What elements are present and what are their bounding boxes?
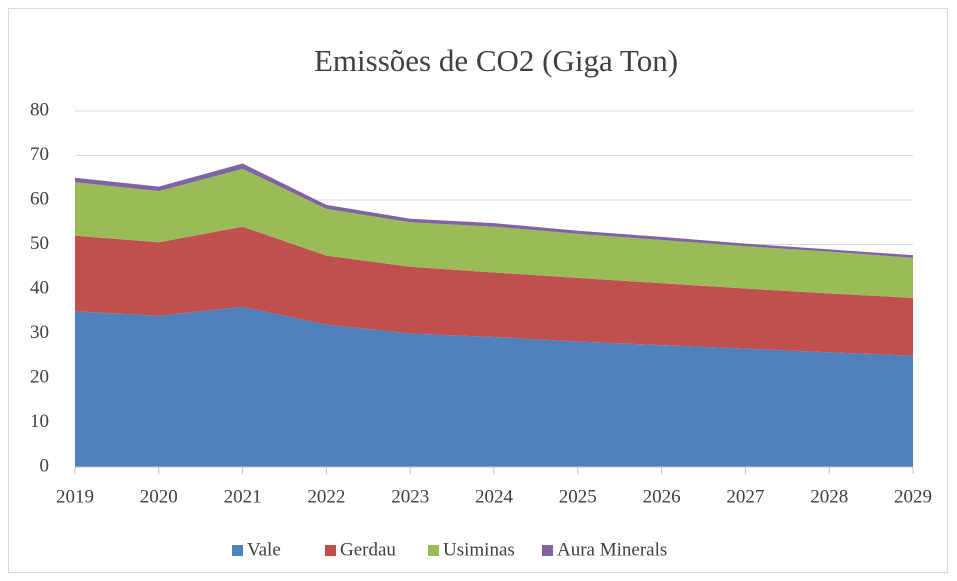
- x-tick-label: 2019: [56, 486, 94, 507]
- x-tick-label: 2025: [559, 486, 597, 507]
- legend-label: Gerdau: [340, 539, 396, 560]
- legend-swatch: [428, 545, 439, 556]
- y-tick-label: 50: [30, 233, 49, 254]
- x-tick-label: 2026: [643, 486, 681, 507]
- legend-label: Aura Minerals: [557, 539, 667, 560]
- x-tick-label: 2022: [307, 486, 345, 507]
- y-tick-label: 80: [30, 99, 49, 120]
- y-tick-label: 40: [30, 277, 49, 298]
- y-tick-label: 60: [30, 188, 49, 209]
- x-tick-label: 2020: [140, 486, 178, 507]
- y-tick-label: 0: [40, 455, 50, 476]
- legend-swatch: [232, 545, 243, 556]
- area: [75, 226, 913, 356]
- legend-swatch: [325, 545, 336, 556]
- legend-label: Usiminas: [443, 539, 515, 560]
- area: [75, 306, 913, 467]
- legend-label: Vale: [247, 539, 281, 560]
- legend-swatch: [542, 545, 553, 556]
- chart-title: Emissões de CO2 (Giga Ton): [314, 43, 678, 78]
- x-tick-label: 2024: [475, 486, 514, 507]
- y-tick-label: 20: [30, 366, 49, 387]
- x-tick-label: 2021: [224, 486, 262, 507]
- x-tick-label: 2027: [726, 486, 764, 507]
- x-tick-label: 2028: [810, 486, 848, 507]
- y-tick-label: 30: [30, 322, 49, 343]
- area: [75, 163, 913, 258]
- area: [75, 168, 913, 298]
- y-tick-label: 10: [30, 411, 49, 432]
- y-tick-label: 70: [30, 144, 49, 165]
- x-tick-label: 2023: [391, 486, 429, 507]
- x-tick-label: 2029: [894, 486, 932, 507]
